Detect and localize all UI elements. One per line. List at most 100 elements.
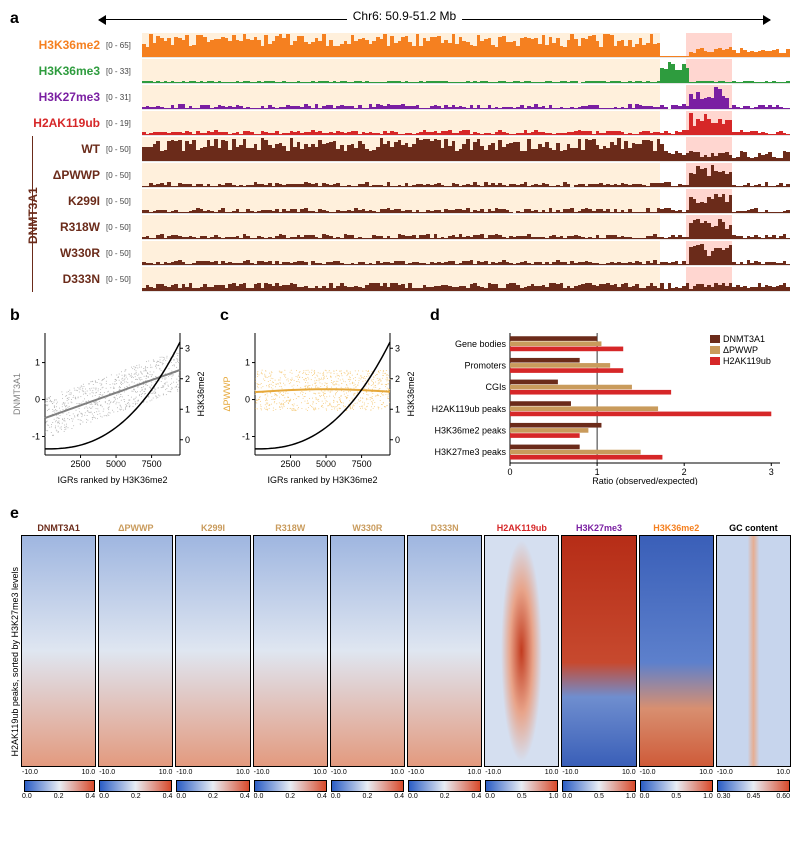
colorbar (254, 780, 327, 792)
track-body (142, 59, 790, 84)
heatmap-column: GC content -10.010.0 0.300.450.60 (717, 523, 790, 800)
panel-d-label: d (430, 307, 440, 324)
colorbar-labels: 0.00.20.4 (176, 793, 249, 800)
heatmap-xticks: -10.010.0 (331, 769, 404, 776)
heatmap-column: ΔPWWP -10.010.0 0.00.20.4 (99, 523, 172, 800)
svg-text:2: 2 (185, 374, 190, 384)
colorbar (176, 780, 249, 792)
svg-text:DNMT3A1: DNMT3A1 (12, 373, 22, 415)
track-body (142, 111, 790, 136)
svg-text:3: 3 (769, 467, 774, 477)
scatter-c: -1010123250050007500ΔPWWPH3K36me2IGRs ra… (220, 325, 420, 485)
colorbar-labels: 0.00.20.4 (22, 793, 95, 800)
track-body (142, 241, 790, 266)
colorbar-labels: 0.00.20.4 (331, 793, 404, 800)
heatmap-xticks: -10.010.0 (562, 769, 635, 776)
heatmap-box (639, 535, 714, 767)
svg-text:H3K27me3 peaks: H3K27me3 peaks (434, 447, 506, 457)
heatmap-xticks: -10.010.0 (176, 769, 249, 776)
track-label: H2AK119ub (10, 116, 106, 130)
heatmap-xticks: -10.010.0 (254, 769, 327, 776)
colorbar (485, 780, 558, 792)
track-row: D333N [0 - 50] (10, 266, 790, 292)
svg-text:5000: 5000 (316, 459, 336, 469)
colorbar-labels: 0.00.51.0 (562, 793, 635, 800)
heatmap-title: H3K36me2 (653, 523, 699, 533)
heatmap-title: DNMT3A1 (37, 523, 80, 533)
track-body (142, 189, 790, 214)
heatmap-column: D333N -10.010.0 0.00.20.4 (408, 523, 481, 800)
svg-text:CGIs: CGIs (485, 382, 506, 392)
heatmap-box (21, 535, 96, 767)
svg-text:1: 1 (395, 404, 400, 414)
svg-text:H3K36me2: H3K36me2 (196, 371, 206, 416)
heatmap-column: K299I -10.010.0 0.00.20.4 (176, 523, 249, 800)
heatmap-box (253, 535, 328, 767)
colorbar-labels: 0.00.51.0 (485, 793, 558, 800)
heatmap-box (716, 535, 791, 767)
heatmap-title: H3K27me3 (576, 523, 622, 533)
track-range: [0 - 33] (106, 67, 142, 76)
panel-a: a Chr6: 50.9-51.2 Mb DNMT3A1 H3K36me2 [0… (10, 10, 790, 292)
heatmap-column: H3K36me2 -10.010.0 0.00.51.0 (640, 523, 713, 800)
svg-text:IGRs ranked by H3K36me2: IGRs ranked by H3K36me2 (267, 475, 377, 485)
scatter-b: -1010123250050007500DNMT3A1H3K36me2IGRs … (10, 325, 210, 485)
track-label: WT (10, 142, 106, 156)
svg-text:-1: -1 (32, 432, 40, 442)
heatmap-box (98, 535, 173, 767)
track-row: W330R [0 - 50] (10, 240, 790, 266)
track-row: H2AK119ub [0 - 19] (10, 110, 790, 136)
heatmap-column: W330R -10.010.0 0.00.20.4 (331, 523, 404, 800)
colorbar (640, 780, 713, 792)
track-range: [0 - 65] (106, 41, 142, 50)
svg-text:2500: 2500 (281, 459, 301, 469)
track-label: H3K36me3 (10, 64, 106, 78)
heatmap-column: R318W -10.010.0 0.00.20.4 (254, 523, 327, 800)
svg-text:7500: 7500 (142, 459, 162, 469)
colorbar (562, 780, 635, 792)
track-body (142, 85, 790, 110)
heatmap-xticks: -10.010.0 (22, 769, 95, 776)
track-label: H3K36me2 (10, 38, 106, 52)
svg-text:DNMT3A1: DNMT3A1 (723, 334, 765, 344)
heatmap-box (175, 535, 250, 767)
heatmap-column: H3K27me3 -10.010.0 0.00.51.0 (562, 523, 635, 800)
track-label: K299I (10, 194, 106, 208)
heatmap-title: K299I (201, 523, 225, 533)
track-label: R318W (10, 220, 106, 234)
heatmap-row: DNMT3A1 -10.010.0 0.00.20.4 ΔPWWP -10.01… (22, 523, 790, 800)
panel-c-label: c (220, 307, 229, 324)
svg-text:0: 0 (395, 435, 400, 445)
track-row: H3K27me3 [0 - 31] (10, 84, 790, 110)
track-range: [0 - 50] (106, 275, 142, 284)
track-range: [0 - 50] (106, 171, 142, 180)
svg-text:0: 0 (245, 395, 250, 405)
colorbar (408, 780, 481, 792)
panel-b: b -1010123250050007500DNMT3A1H3K36me2IGR… (10, 307, 210, 490)
track-label: ΔPWWP (10, 168, 106, 182)
heatmap-title: GC content (729, 523, 778, 533)
heatmap-title: W330R (352, 523, 382, 533)
track-range: [0 - 50] (106, 197, 142, 206)
colorbar (24, 780, 95, 792)
heatmap-box (330, 535, 405, 767)
svg-text:1: 1 (185, 404, 190, 414)
panel-a-label: a (10, 10, 19, 28)
svg-text:2500: 2500 (71, 459, 91, 469)
svg-text:H3K36me2 peaks: H3K36me2 peaks (434, 426, 506, 436)
svg-text:H3K36me2: H3K36me2 (406, 371, 416, 416)
colorbar-labels: 0.00.20.4 (408, 793, 481, 800)
track-range: [0 - 50] (106, 249, 142, 258)
heatmap-title: H2AK119ub (497, 523, 547, 533)
track-label: D333N (10, 272, 106, 286)
panel-e-ylabel: H2AK119ub peaks, sorted by H3K27me3 leve… (10, 567, 20, 756)
highlight-red (686, 59, 731, 83)
svg-text:1: 1 (245, 358, 250, 368)
track-row: H3K36me3 [0 - 33] (10, 58, 790, 84)
heatmap-xticks: -10.010.0 (485, 769, 558, 776)
bar-chart-d: Gene bodiesPromotersCGIsH2AK119ub peaksH… (430, 325, 790, 485)
heatmap-title: ΔPWWP (118, 523, 153, 533)
heatmap-title: R318W (275, 523, 305, 533)
svg-text:0: 0 (507, 467, 512, 477)
svg-text:-1: -1 (242, 432, 250, 442)
